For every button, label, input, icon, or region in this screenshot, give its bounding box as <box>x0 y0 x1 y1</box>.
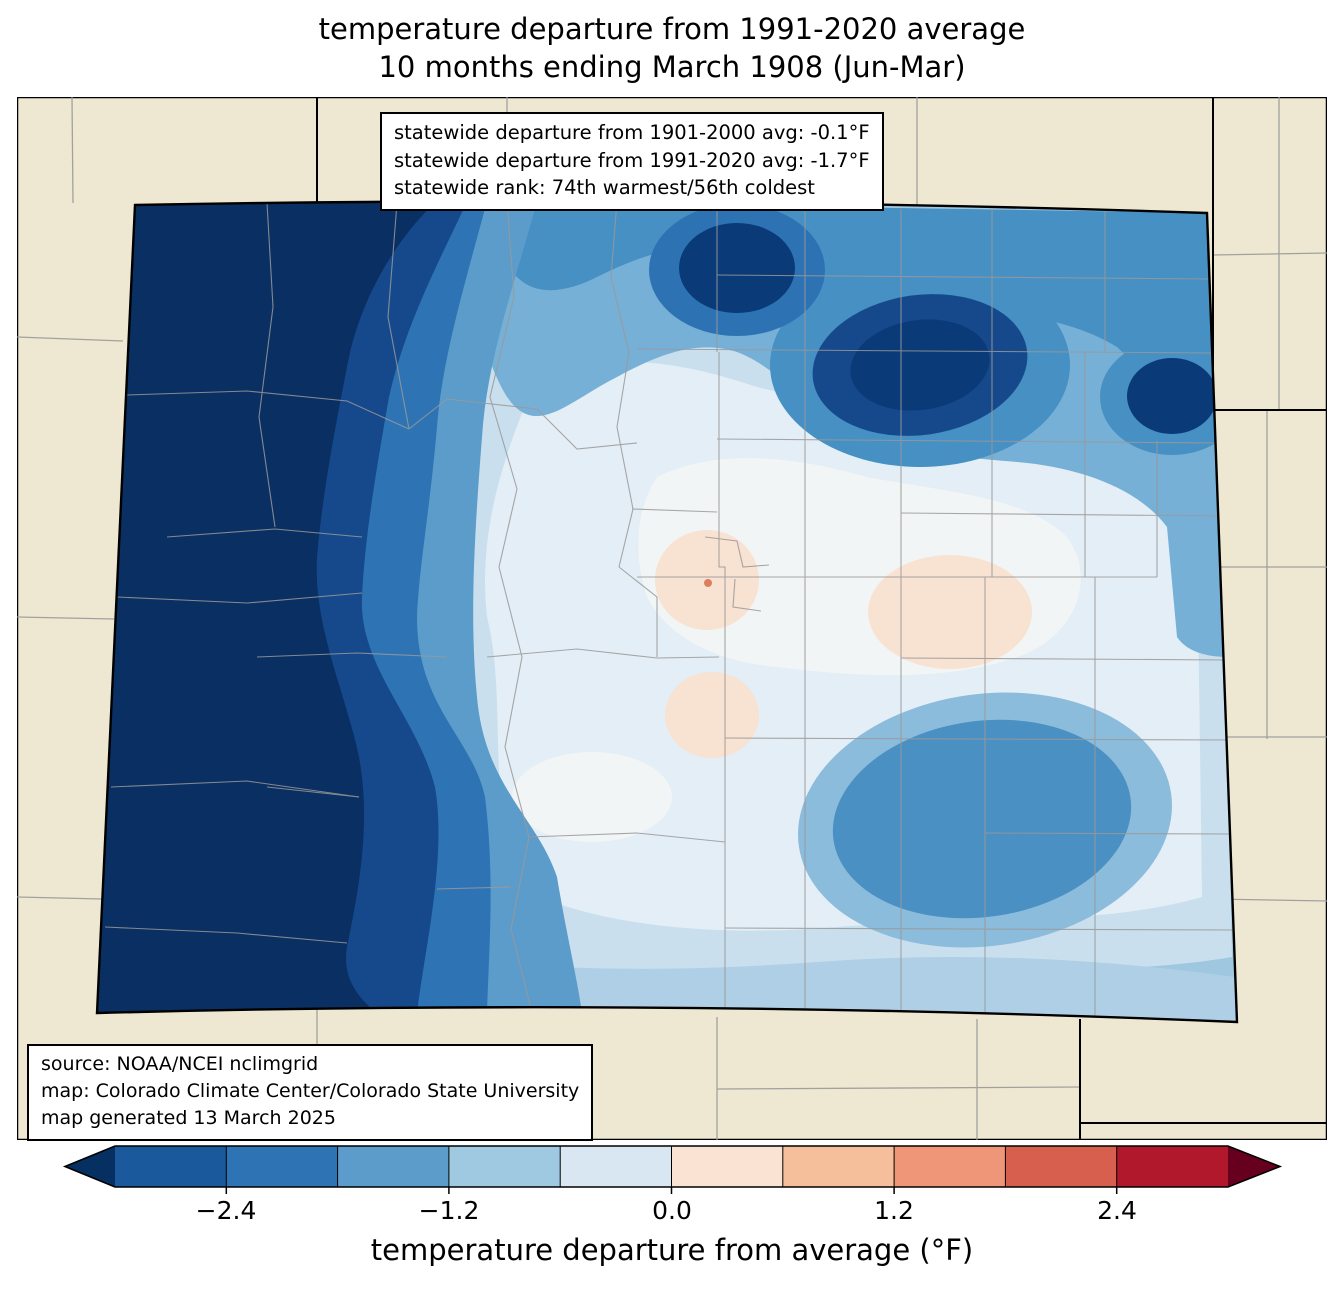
county-line <box>900 512 1224 517</box>
contour-warm-dot <box>704 579 712 587</box>
county-line <box>256 652 448 658</box>
county-line <box>408 398 448 430</box>
county-line <box>71 97 74 204</box>
colorbar-segment <box>894 1146 1006 1187</box>
contour-fills <box>97 201 1237 1022</box>
colorbar <box>62 1145 1283 1194</box>
county-line <box>732 578 762 612</box>
county-line <box>716 438 1221 444</box>
county-line <box>17 896 103 900</box>
colorbar-tick-label: 0.0 <box>652 1196 692 1225</box>
colorbar-segment-dividers <box>225 1146 1118 1187</box>
county-line <box>704 536 770 568</box>
contour-band <box>367 957 1237 1022</box>
county-line <box>900 657 1228 661</box>
colorbar-segment <box>337 1146 450 1187</box>
county-line <box>387 202 410 430</box>
colorbar-tick-label: −2.4 <box>195 1196 257 1225</box>
colorbar-segment <box>1116 1146 1229 1187</box>
colorbar-segment <box>782 1146 895 1187</box>
colorbar-tick-label: −1.2 <box>418 1196 480 1225</box>
source-box: source: NOAA/NCEI nclimgrid map: Colorad… <box>27 1044 594 1141</box>
contour-cold-blob <box>850 319 990 411</box>
county-line <box>616 352 634 568</box>
stats-line-2: statewide departure from 1991-2020 avg: … <box>394 148 870 172</box>
county-line <box>984 832 1233 835</box>
source-line-1: source: NOAA/NCEI nclimgrid <box>41 1053 319 1075</box>
county-line <box>636 348 1216 354</box>
county-line <box>266 786 360 798</box>
county-line <box>17 336 124 342</box>
county-line <box>436 886 512 890</box>
county-line <box>498 566 534 1018</box>
colorado-county-borders <box>104 201 1235 1019</box>
colorbar-outline <box>62 1145 1283 1188</box>
county-line <box>486 648 720 659</box>
county-line <box>110 780 360 798</box>
figure-title: temperature departure from 1991-2020 ave… <box>0 10 1344 87</box>
colorbar-segment <box>448 1146 561 1187</box>
county-line <box>618 566 658 657</box>
colorado-map <box>17 97 1327 1140</box>
county-line <box>1212 252 1327 256</box>
contour-white-patch <box>512 752 672 842</box>
source-line-2: map: Colorado Climate Center/Colorado St… <box>41 1079 580 1102</box>
county-line <box>104 926 348 944</box>
colorbar-segment <box>671 1146 784 1187</box>
colorbar-segment <box>226 1146 339 1187</box>
county-line <box>446 398 638 450</box>
county-line <box>724 927 1235 931</box>
contour-cold-blob <box>679 223 795 313</box>
county-line <box>528 832 726 843</box>
title-line-1: temperature departure from 1991-2020 ave… <box>318 12 1026 46</box>
county-line <box>258 202 276 528</box>
colorbar-right-arrow <box>1228 1146 1280 1187</box>
colorbar-tick-label: 1.2 <box>874 1196 914 1225</box>
county-line <box>716 274 1211 280</box>
county-line <box>716 1086 1081 1090</box>
contour-cold-blob <box>1127 358 1217 434</box>
county-line <box>116 592 363 604</box>
contour-warm-blob <box>868 555 1032 669</box>
county-line <box>724 737 1231 741</box>
title-line-2: 10 months ending March 1908 (Jun-Mar) <box>378 50 966 85</box>
colorbar-segment <box>1005 1146 1118 1187</box>
stats-line-1: statewide departure from 1901-2000 avg: … <box>394 121 870 144</box>
colorbar-axis-label: temperature departure from average (°F) <box>370 1233 974 1267</box>
contour-band <box>97 201 437 1013</box>
county-line <box>489 201 518 568</box>
stats-line-3: statewide rank: 74th warmest/56th coldes… <box>394 176 815 200</box>
colorbar-segment <box>115 1146 227 1187</box>
county-line <box>610 201 630 354</box>
source-line-3: map generated 13 March 2025 <box>41 1106 336 1129</box>
county-line <box>718 352 726 1019</box>
contour-cold-blob <box>832 719 1132 919</box>
statewide-stats-box: statewide departure from 1901-2000 avg: … <box>380 112 884 212</box>
county-line <box>126 390 410 430</box>
colorbar-ticks <box>225 1187 1118 1194</box>
contour-warm-blob <box>665 672 759 758</box>
county-line <box>166 528 363 538</box>
colorbar-segment <box>560 1146 672 1187</box>
county-line <box>17 616 115 620</box>
colorbar-tick-label: 2.4 <box>1097 1196 1137 1225</box>
county-line <box>631 508 718 513</box>
colorbar-left-arrow <box>65 1146 115 1187</box>
